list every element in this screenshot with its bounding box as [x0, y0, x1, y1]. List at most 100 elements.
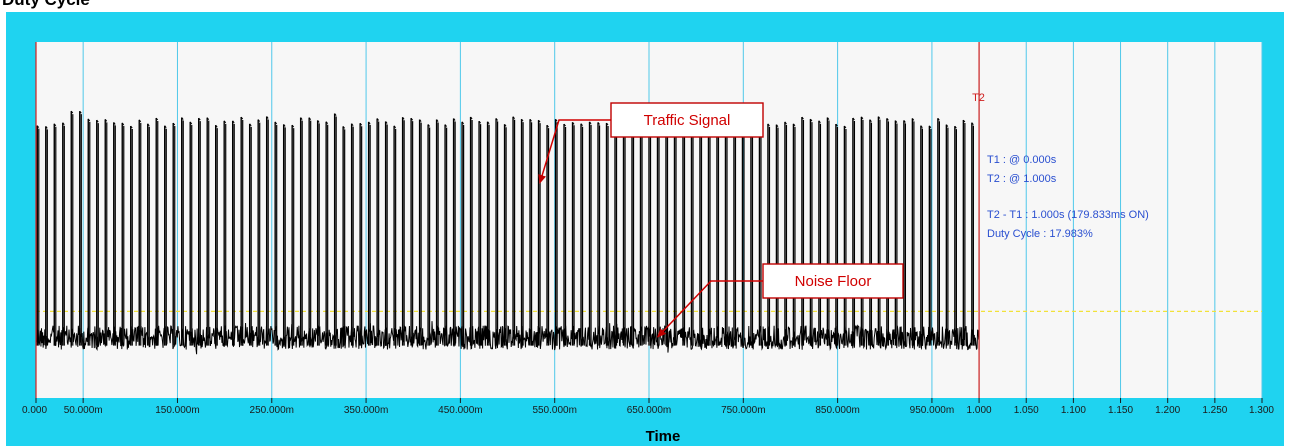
- x-tick-label: 1.100: [1061, 405, 1086, 416]
- pulse-top: [232, 120, 235, 124]
- traffic-pulse: [767, 123, 771, 346]
- pulse-top: [886, 118, 889, 121]
- traffic-pulse: [911, 118, 915, 346]
- traffic-pulse: [257, 119, 261, 346]
- pulse-top: [818, 120, 821, 124]
- traffic-pulse: [96, 119, 99, 346]
- traffic-pulse: [801, 116, 805, 346]
- pulse-top: [546, 124, 549, 128]
- traffic-pulse: [478, 120, 482, 346]
- pulse-top: [138, 119, 142, 123]
- x-tick-label: 50.000m: [64, 405, 103, 416]
- traffic-pulse: [214, 124, 218, 346]
- traffic-pulse: [223, 120, 227, 346]
- traffic-pulse: [104, 119, 108, 346]
- traffic-pulse: [571, 121, 575, 346]
- pulse-top: [453, 118, 456, 121]
- traffic-pulse: [410, 117, 414, 346]
- traffic-pulse: [325, 121, 329, 346]
- traffic-pulse: [248, 123, 252, 346]
- pulse-top: [189, 121, 193, 125]
- x-tick-label: 750.000m: [721, 405, 765, 416]
- pulse-top: [300, 117, 303, 120]
- pulse-top: [113, 122, 116, 125]
- pulse-top: [266, 116, 269, 119]
- annotation-box: [762, 263, 904, 299]
- cursor-t2-tag: T2: [972, 92, 985, 104]
- traffic-pulse: [418, 119, 422, 346]
- pulse-top: [427, 124, 431, 127]
- x-tick-label: 1.000: [967, 405, 992, 416]
- traffic-pulse: [520, 118, 524, 346]
- cursors[interactable]: T2: [35, 42, 985, 398]
- traffic-pulse: [886, 118, 890, 346]
- traffic-pulse: [605, 122, 609, 346]
- traffic-pulse: [70, 110, 74, 346]
- x-tick-label: 0.000: [22, 405, 47, 416]
- traffic-pulse: [792, 123, 796, 346]
- traffic-pulse: [784, 121, 788, 346]
- pulse-top: [172, 122, 176, 126]
- traffic-pulse: [130, 125, 133, 346]
- pulse-top: [521, 118, 524, 122]
- pulse-top: [317, 120, 320, 123]
- pulse-top: [385, 121, 388, 124]
- traffic-pulse: [435, 119, 439, 346]
- traffic-pulse: [299, 117, 303, 346]
- pulse-top: [104, 119, 108, 122]
- annotation-arrow: [538, 119, 611, 184]
- pulse-top: [589, 121, 592, 125]
- pulse-top: [827, 117, 830, 120]
- pulse-top: [861, 116, 864, 120]
- traffic-pulse: [962, 119, 966, 346]
- traffic-pulse: [928, 125, 932, 346]
- pulse-top: [767, 123, 770, 127]
- traffic-pulse: [877, 116, 881, 346]
- annotation-label: Traffic Signal: [644, 112, 731, 129]
- pulse-top: [911, 118, 915, 121]
- pulse-top: [461, 121, 465, 125]
- pulse-top: [121, 122, 125, 126]
- traffic-pulse: [384, 121, 388, 346]
- traffic-pulse: [546, 124, 550, 346]
- x-axis-ticks: 0.000 50.000m 150.000m 250.000m 350.000m 450.…: [22, 398, 1274, 416]
- x-tick-label: 150.000m: [155, 405, 199, 416]
- traffic-pulse: [53, 123, 57, 346]
- pulse-top: [291, 124, 295, 128]
- traffic-pulse: [843, 125, 847, 346]
- traffic-pulse: [189, 121, 193, 346]
- pulse-top: [852, 117, 855, 121]
- pulse-top: [877, 116, 881, 119]
- pulse-top: [206, 117, 210, 120]
- traffic-pulse: [580, 123, 584, 346]
- traffic-pulse: [461, 121, 465, 346]
- x-tick-label: 850.000m: [815, 405, 859, 416]
- readout-line: T2 : @ 1.000s: [987, 173, 1057, 185]
- cursor-readouts: T1 : @ 0.000s T2 : @ 1.000s T2 - T1 : 1.00…: [987, 154, 1149, 240]
- traffic-pulse: [316, 120, 320, 346]
- traffic-pulse: [469, 116, 473, 346]
- pulse-top: [36, 125, 40, 128]
- x-tick-label: 250.000m: [250, 405, 294, 416]
- traffic-pulse: [597, 122, 601, 346]
- pulse-top: [606, 122, 609, 126]
- pulse-top: [274, 121, 278, 125]
- pulse-top: [223, 120, 227, 124]
- pulse-top: [572, 121, 575, 125]
- pulse-top: [945, 124, 949, 127]
- pulse-top: [512, 116, 515, 120]
- pulse-top: [249, 123, 252, 127]
- pulse-top: [784, 121, 787, 125]
- traffic-pulse: [894, 120, 898, 346]
- x-tick-label: 650.000m: [627, 405, 671, 416]
- traffic-pulse: [308, 117, 312, 346]
- pulse-top: [257, 119, 261, 122]
- traffic-pulse: [554, 118, 558, 346]
- pulse-top: [487, 121, 490, 125]
- pulse-top: [342, 126, 346, 129]
- readout-line: T1 : @ 0.000s: [987, 154, 1057, 166]
- traffic-pulse: [45, 126, 48, 346]
- pulse-top: [504, 123, 507, 127]
- x-tick-label: 350.000m: [344, 405, 388, 416]
